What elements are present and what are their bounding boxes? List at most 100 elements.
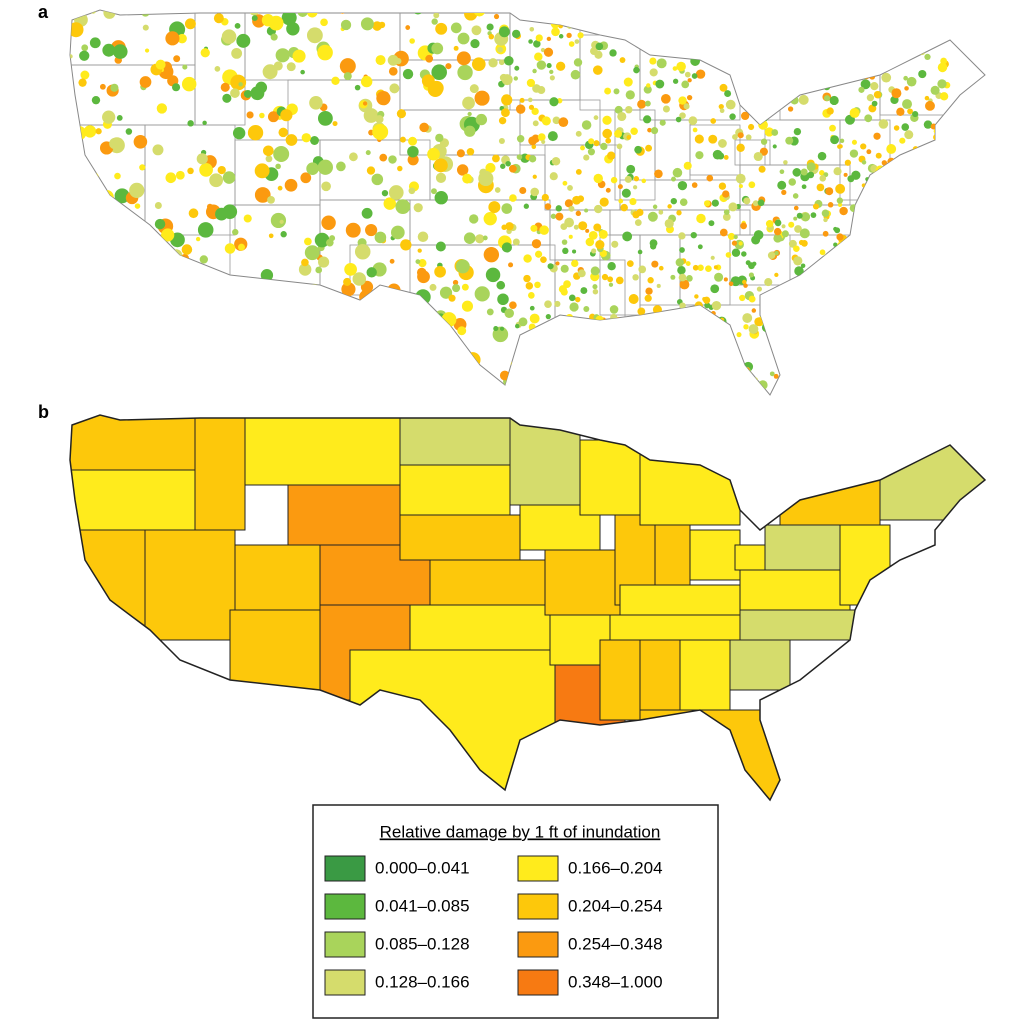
county-blob xyxy=(861,44,871,55)
county-blob xyxy=(555,261,560,266)
county-blob xyxy=(149,371,160,382)
county-blob xyxy=(792,320,800,329)
county-blob xyxy=(80,70,90,80)
county-blob xyxy=(805,10,812,17)
county-blob xyxy=(758,20,766,28)
county-blob xyxy=(358,322,373,337)
county-blob xyxy=(866,149,872,155)
county-blob xyxy=(799,303,807,311)
county-blob xyxy=(133,134,148,149)
county-blob xyxy=(683,161,692,170)
county-blob xyxy=(108,367,117,376)
county-blob xyxy=(883,372,890,379)
county-blob xyxy=(91,95,101,105)
county-blob xyxy=(433,12,440,19)
county-blob xyxy=(103,265,119,281)
county-blob xyxy=(539,225,549,235)
county-blob xyxy=(251,15,258,22)
county-blob xyxy=(911,318,920,327)
county-blob xyxy=(707,341,716,350)
county-blob xyxy=(585,228,590,233)
county-blob xyxy=(217,336,222,341)
county-blob xyxy=(392,301,399,308)
county-blob xyxy=(854,233,859,239)
county-blob xyxy=(81,249,89,257)
state xyxy=(639,709,791,800)
county-blob xyxy=(658,265,664,271)
county-blob xyxy=(650,127,659,135)
county-blob xyxy=(560,355,569,363)
county-blob xyxy=(301,363,318,380)
county-blob xyxy=(843,280,852,289)
county-blob xyxy=(817,151,827,161)
county-blob xyxy=(508,262,514,268)
county-blob xyxy=(712,149,723,160)
county-blob xyxy=(733,75,744,86)
county-blob xyxy=(912,146,919,153)
county-blob xyxy=(519,186,527,195)
county-blob xyxy=(779,169,785,175)
county-blob xyxy=(402,68,414,80)
county-blob xyxy=(806,10,814,18)
county-blob xyxy=(790,96,799,105)
county-blob xyxy=(78,78,87,87)
county-blob xyxy=(695,69,706,79)
county-blob xyxy=(333,339,343,349)
county-blob xyxy=(881,231,891,241)
state xyxy=(879,429,985,521)
county-blob xyxy=(904,130,914,140)
county-blob xyxy=(855,240,861,246)
county-blob xyxy=(675,258,684,267)
county-blob xyxy=(945,145,952,151)
county-blob xyxy=(573,58,583,67)
county-blob xyxy=(720,50,725,55)
county-blob xyxy=(457,347,467,357)
county-blob xyxy=(214,66,221,72)
county-blob xyxy=(657,318,663,325)
county-blob xyxy=(267,111,279,123)
county-blob xyxy=(879,31,886,38)
county-blob xyxy=(505,222,514,231)
county-blob xyxy=(234,306,250,322)
county-blob xyxy=(763,36,772,45)
county-blob xyxy=(777,180,787,190)
county-blob xyxy=(642,353,647,358)
county-blob xyxy=(206,203,213,210)
county-blob xyxy=(478,374,483,379)
county-blob xyxy=(709,351,716,358)
county-blob xyxy=(188,10,194,12)
county-blob xyxy=(688,116,698,126)
county-blob xyxy=(571,348,582,359)
county-blob xyxy=(587,148,595,156)
county-blob xyxy=(175,307,189,322)
county-blob xyxy=(650,379,657,386)
county-blob xyxy=(903,164,909,170)
county-blob xyxy=(919,43,925,49)
county-blob xyxy=(766,81,776,91)
county-blob xyxy=(110,356,122,368)
county-blob xyxy=(681,80,690,89)
county-blob xyxy=(883,190,892,199)
county-blob xyxy=(152,10,158,11)
county-blob xyxy=(677,265,686,275)
county-blob xyxy=(740,222,747,230)
county-blob xyxy=(609,49,617,57)
county-blob xyxy=(526,367,534,374)
county-blob xyxy=(801,212,811,222)
county-blob xyxy=(78,338,84,343)
county-blob xyxy=(689,40,699,50)
county-blob xyxy=(588,385,596,393)
county-blob xyxy=(70,54,73,59)
county-blob xyxy=(889,42,899,52)
county-blob xyxy=(379,153,388,162)
county-blob xyxy=(441,312,457,327)
county-blob xyxy=(374,287,388,300)
county-blob xyxy=(70,364,83,376)
county-blob xyxy=(552,116,561,125)
county-blob xyxy=(252,336,266,351)
county-blob xyxy=(558,117,569,127)
county-blob xyxy=(166,388,175,395)
county-blob xyxy=(886,144,897,154)
county-blob xyxy=(335,378,342,385)
county-map xyxy=(69,9,986,396)
